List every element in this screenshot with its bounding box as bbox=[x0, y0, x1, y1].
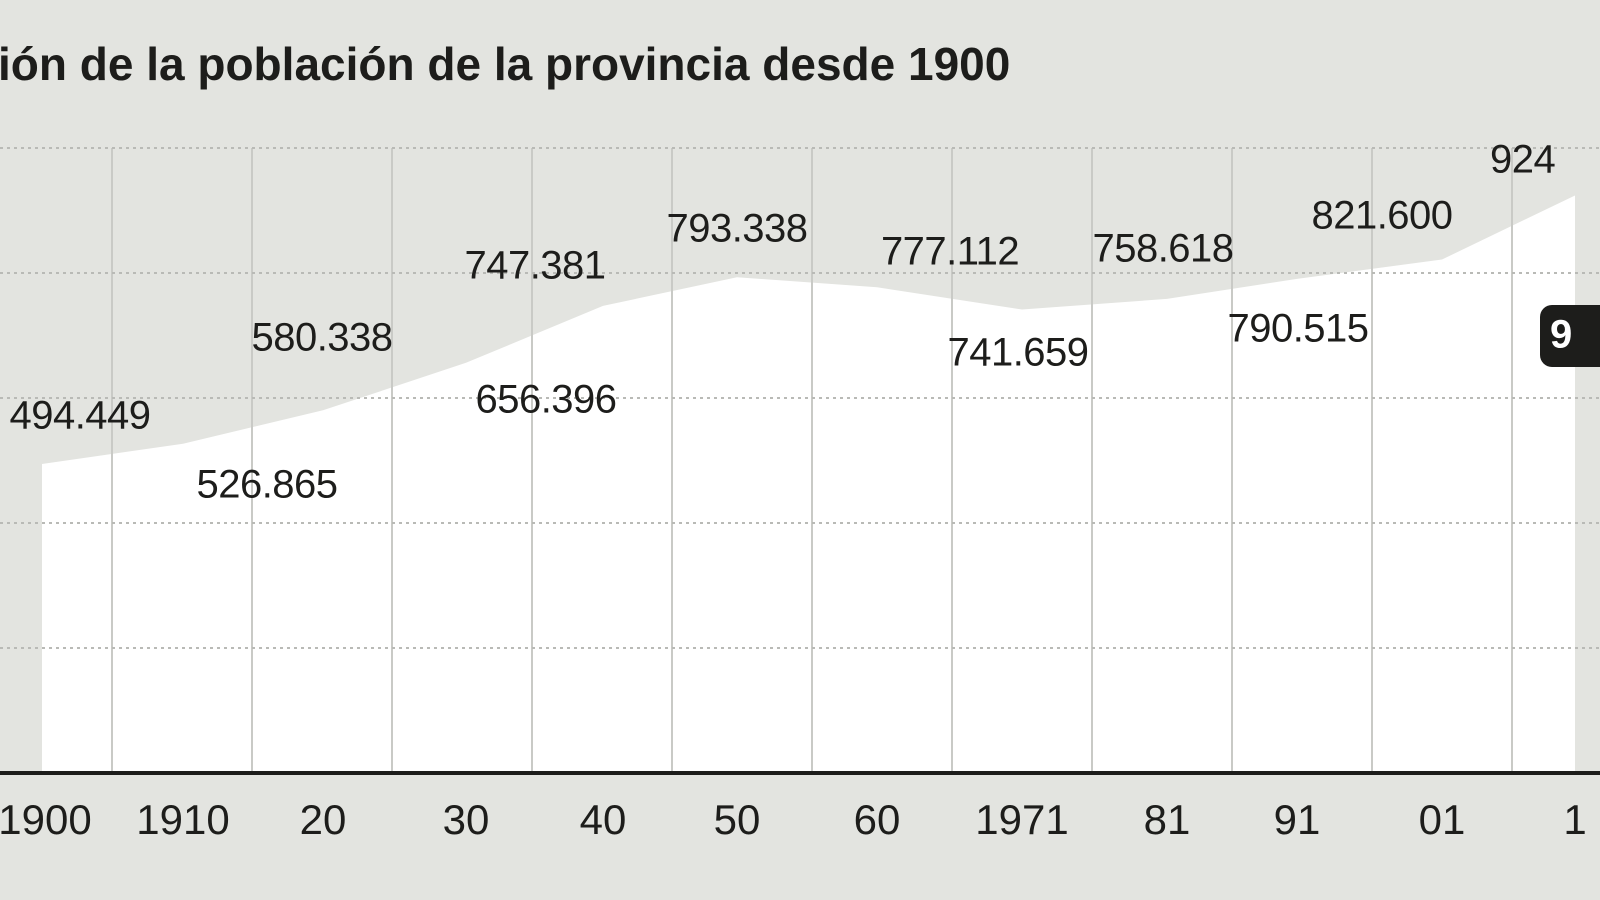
data-label: 793.338 bbox=[666, 207, 807, 251]
chart-title: ión de la población de la provincia desd… bbox=[0, 38, 1010, 90]
x-tick-label: 40 bbox=[580, 796, 627, 843]
data-label: 924 bbox=[1490, 138, 1555, 182]
x-tick-label: 60 bbox=[854, 796, 901, 843]
x-tick-label: 1900 bbox=[0, 796, 92, 843]
x-tick-label: 91 bbox=[1274, 796, 1321, 843]
x-tick-label: 81 bbox=[1144, 796, 1191, 843]
data-label: 758.618 bbox=[1092, 227, 1233, 271]
data-label: 777.112 bbox=[881, 230, 1019, 274]
x-tick-label: 30 bbox=[443, 796, 490, 843]
data-label: 526.865 bbox=[196, 463, 337, 507]
data-label: 656.396 bbox=[475, 378, 616, 422]
annotation-box bbox=[1540, 305, 1600, 367]
data-label: 747.381 bbox=[464, 244, 605, 288]
data-label: 821.600 bbox=[1311, 194, 1452, 238]
data-label: 494.449 bbox=[9, 394, 150, 438]
data-label: 790.515 bbox=[1227, 307, 1368, 351]
annotation: 9 bbox=[1550, 313, 1572, 357]
x-tick-label: 1910 bbox=[136, 796, 229, 843]
x-tick-label: 50 bbox=[714, 796, 761, 843]
data-label: 580.338 bbox=[251, 316, 392, 360]
data-label: 741.659 bbox=[947, 331, 1088, 375]
x-tick-label: 1971 bbox=[975, 796, 1068, 843]
x-tick-label: 01 bbox=[1419, 796, 1466, 843]
x-tick-label: 1 bbox=[1563, 796, 1586, 843]
area bbox=[42, 195, 1575, 773]
x-tick-label: 20 bbox=[300, 796, 347, 843]
